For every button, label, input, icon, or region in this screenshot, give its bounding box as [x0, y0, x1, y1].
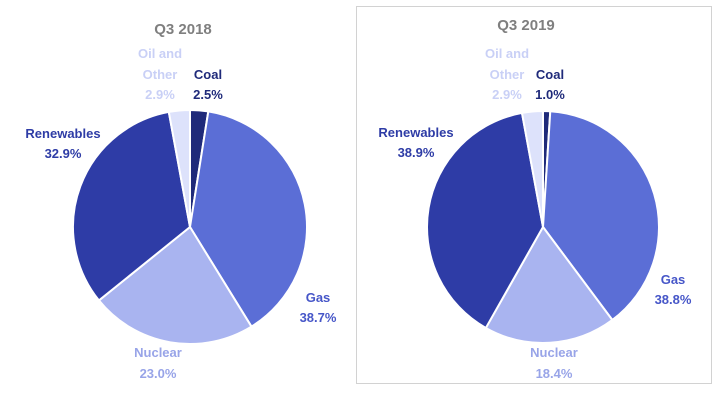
slice-name-gas-2019: Gas — [661, 272, 686, 287]
slice-name-oil-line2-2018: Other — [143, 67, 178, 82]
pie-slice-oil-and-other-2018 — [167, 109, 191, 228]
slice-label-gas-2019: 38.8% — [655, 292, 692, 307]
pie-slices-2018 — [72, 109, 308, 345]
slice-name-renewables-2018: Renewables — [25, 126, 100, 141]
slice-name-coal-2018: Coal — [194, 67, 222, 82]
slice-name-coal-2019: Coal — [536, 67, 564, 82]
slice-label-gas-2018: 38.7% — [300, 310, 337, 325]
slice-label-renewables-2018: 32.9% — [45, 146, 82, 161]
pie-slices-2019 — [426, 110, 660, 344]
slice-name-oil-line1-2018: Oil and — [138, 46, 182, 61]
slice-name-nuclear-2018: Nuclear — [134, 345, 182, 360]
slice-name-oil-line1-2019: Oil and — [485, 46, 529, 61]
pie-slice-nuclear-2018 — [97, 226, 253, 345]
pie-slice-nuclear-2019 — [484, 226, 614, 344]
slice-name-oil-line2-2019: Other — [490, 67, 525, 82]
pie-slice-oil-and-other-2019 — [520, 110, 544, 228]
pie-slice-renewables-2018 — [72, 110, 191, 302]
pie-chart-2019: Q3 2019 Coal 1.0% Oil and Other 2.9% Ren… — [378, 17, 691, 381]
slice-label-nuclear-2018: 23.0% — [140, 366, 177, 381]
chart-title-2018: Q3 2018 — [154, 21, 212, 38]
slice-label-nuclear-2019: 18.4% — [536, 366, 573, 381]
slice-label-coal-2019: 1.0% — [535, 87, 565, 102]
slice-label-oil-2018: 2.9% — [145, 87, 175, 102]
slice-label-renewables-2019: 38.9% — [398, 145, 435, 160]
slice-label-oil-2019: 2.9% — [492, 87, 522, 102]
chart-title-2019: Q3 2019 — [497, 17, 555, 34]
pie-slice-gas-2019 — [542, 110, 660, 321]
slice-label-coal-2018: 2.5% — [193, 87, 223, 102]
pie-chart-2018: Q3 2018 Coal 2.5% Oil and Other 2.9% Ren… — [25, 21, 336, 381]
slice-name-gas-2018: Gas — [306, 290, 331, 305]
slice-name-renewables-2019: Renewables — [378, 125, 453, 140]
pie-slice-renewables-2019 — [426, 111, 544, 329]
slice-name-nuclear-2019: Nuclear — [530, 345, 578, 360]
